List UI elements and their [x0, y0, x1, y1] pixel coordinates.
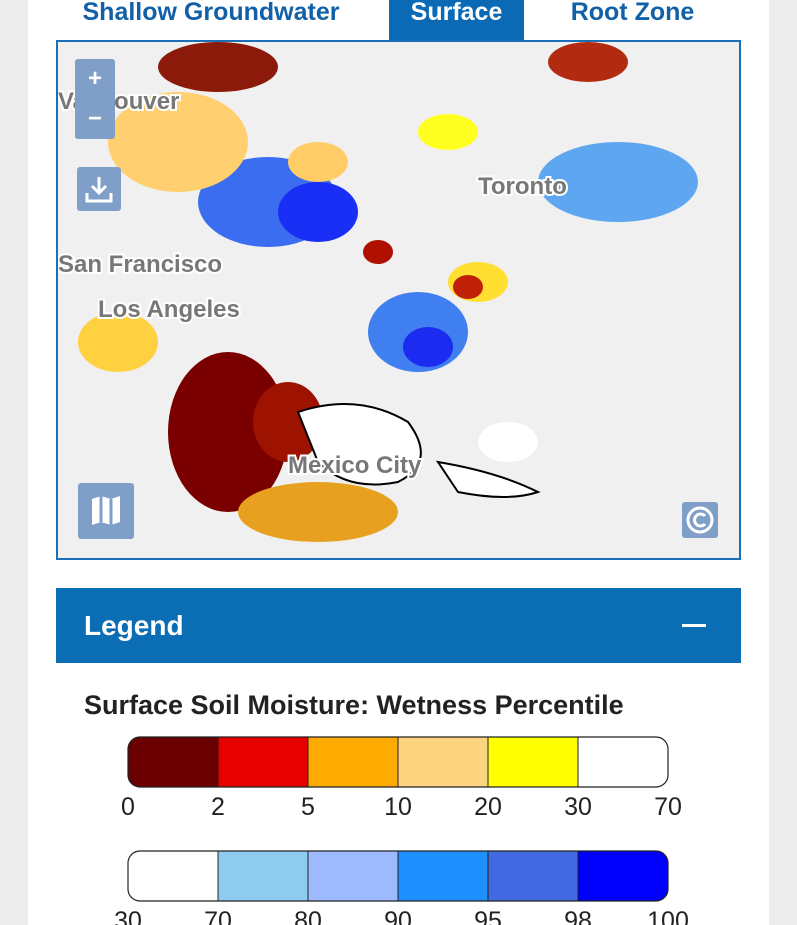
color-swatch [397, 851, 489, 901]
tick-label: 30 [564, 793, 592, 821]
map-label: Mexico City [288, 452, 422, 479]
tick-label: 70 [654, 793, 682, 821]
tick-label: 20 [474, 793, 502, 821]
legend-header[interactable]: Legend [56, 588, 741, 663]
map-label: Los Angeles [98, 296, 240, 323]
copyright-icon [686, 506, 714, 534]
zoom-control[interactable]: + − [75, 59, 115, 139]
color-swatch [577, 737, 668, 787]
colorbar-outline [127, 850, 669, 902]
zoom-out[interactable]: − [87, 105, 102, 132]
color-swatch [487, 851, 579, 901]
tick-label: 10 [384, 793, 412, 821]
color-swatch [128, 851, 219, 901]
color-swatch [307, 851, 399, 901]
tick-label: 80 [294, 907, 322, 925]
tab[interactable]: Surface [389, 0, 524, 40]
colorbar-outline [127, 736, 669, 788]
download-icon [85, 177, 113, 203]
legend-title: Surface Soil Moisture: Wetness Percentil… [84, 690, 624, 720]
legend-header-text: Legend [84, 610, 184, 641]
color-swatch [487, 737, 579, 787]
map-shading [78, 42, 698, 542]
color-swatch [307, 737, 399, 787]
map-label: San Francisco [58, 251, 222, 278]
tick-label: 95 [474, 907, 502, 925]
tick-label: 98 [564, 907, 592, 925]
color-swatch [128, 737, 219, 787]
color-swatch [577, 851, 668, 901]
tab[interactable]: Shallow Groundwater [82, 0, 340, 26]
tick-label: 0 [121, 793, 135, 821]
color-swatch [217, 851, 309, 901]
color-swatch [397, 737, 489, 787]
tab[interactable]: Root Zone [570, 0, 695, 26]
zoom-in[interactable]: + [87, 65, 102, 92]
collapse-icon[interactable] [682, 624, 706, 627]
tick-label: 90 [384, 907, 412, 925]
tick-label: 100 [647, 907, 689, 925]
copyright-button[interactable] [682, 502, 718, 538]
tick-label: 70 [204, 907, 232, 925]
map-label: Toronto [478, 173, 567, 200]
tick-label: 5 [301, 793, 315, 821]
map[interactable]: Vancouver Toronto San Francisco Los Angeles… [56, 40, 741, 560]
download-button[interactable] [77, 167, 121, 211]
basemap-button[interactable] [78, 483, 134, 539]
tick-label: 30 [114, 907, 142, 925]
tick-label: 2 [211, 793, 225, 821]
basemap-icon [92, 496, 120, 525]
color-swatch [217, 737, 309, 787]
